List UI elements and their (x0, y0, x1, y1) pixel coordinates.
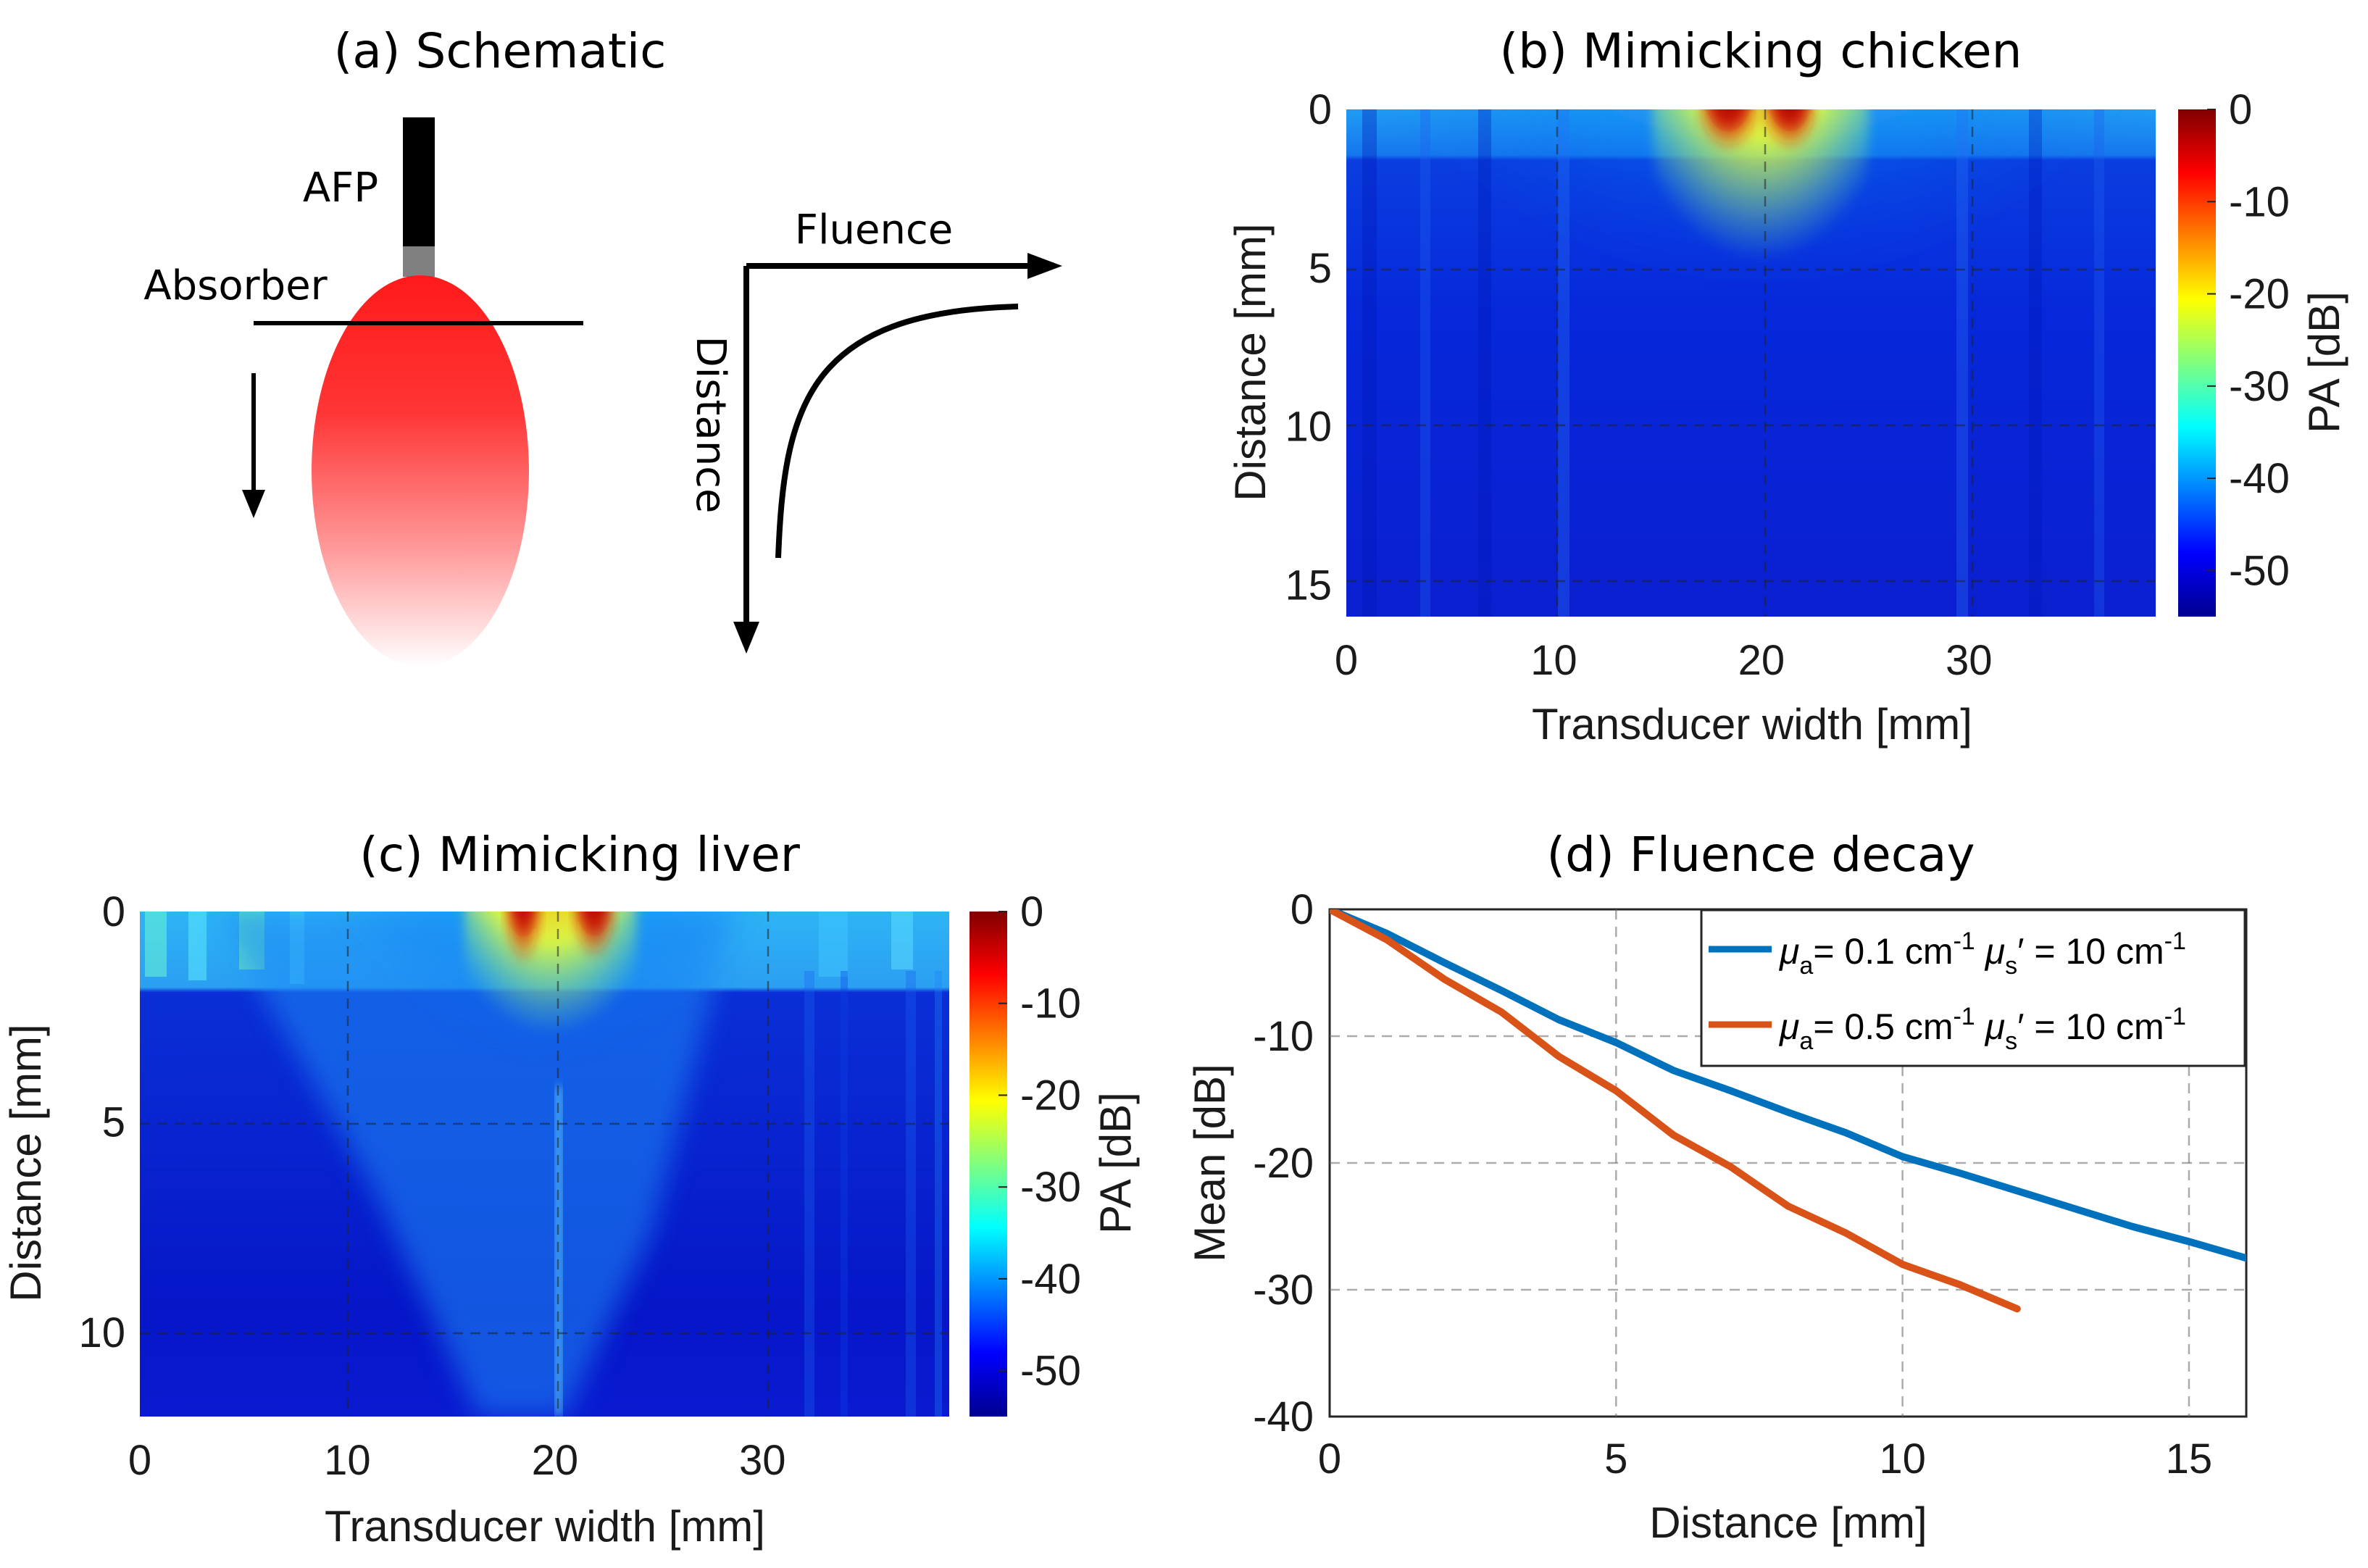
panel-b: (b) Mimicking chicken (1226, 23, 2348, 748)
colorbar-b-ticks: 0 -10 -20 -30 -40 -50 (2207, 86, 2290, 594)
heatmap-b-xtick: 0 (1335, 637, 1358, 684)
colorbar-b (2178, 109, 2216, 617)
heatmap-b-cbtick: -30 (2229, 363, 2290, 410)
heatmap-c-xtick: 30 (739, 1437, 786, 1484)
line-plot-ytick: -10 (1253, 1013, 1314, 1060)
fluence-label: Fluence (795, 207, 953, 254)
heatmap-c-cbtick: -40 (1020, 1256, 1081, 1303)
afp-tip (403, 246, 435, 277)
heatmap-c-xtick: 0 (128, 1437, 151, 1484)
heatmap-c-ytick: 5 (102, 1098, 125, 1146)
heatmap-c-cbtick: -20 (1020, 1072, 1081, 1119)
heatmap-b-ytick: 10 (1285, 404, 1332, 451)
line-plot-ytick: -20 (1253, 1140, 1314, 1187)
legend-1-mus: = 10 cm (2034, 931, 2164, 972)
legend-label-1: μa= 0.1 cm-1 μs′ = 10 cm-1 (1778, 927, 2186, 980)
panel-c-title: (c) Mimicking liver (359, 827, 801, 883)
fluence-arrow-icon (1027, 253, 1062, 279)
legend: μa= 0.1 cm-1 μs′ = 10 cm-1 μa= 0.5 cm-1 μs… (1700, 909, 2246, 1067)
line-plot-series (1330, 909, 2246, 1313)
fluence-curve (775, 304, 1019, 559)
heatmap-c-xtick: 10 (324, 1437, 371, 1484)
heatmap-c-xlabel: Transducer width [mm] (325, 1502, 765, 1551)
panel-c: (c) Mimicking liver (1, 827, 1140, 1551)
heatmap-c-ytick: 0 (102, 888, 125, 935)
heatmap-c-cbtick: -10 (1020, 980, 1081, 1027)
line-plot-ytick: 0 (1291, 886, 1314, 933)
legend-box (1700, 909, 2246, 1067)
legend-1-mua: = 0.1 cm (1813, 931, 1953, 972)
heatmap-c-image (140, 912, 949, 1417)
colorbar-c-label: PA [dB] (1091, 1092, 1140, 1234)
panel-a: (a) Schematic AFP Absorber Fluence Dista… (143, 23, 1062, 667)
heatmap-c-xtick: 20 (532, 1437, 579, 1484)
heatmap-c-cbtick: -30 (1020, 1164, 1081, 1211)
legend-2-mus: = 10 cm (2034, 1006, 2164, 1047)
distance-arrow-icon (733, 622, 759, 654)
heatmap-c-ticks: 0 10 20 30 0 5 10 (78, 888, 785, 1484)
down-arrow-icon (242, 490, 265, 518)
heatmap-b-cbtick: -50 (2229, 547, 2290, 594)
line-plot-ylabel: Mean [dB] (1185, 1064, 1234, 1262)
heatmap-b-cbtick: 0 (2229, 86, 2252, 133)
distance-label: Distance (687, 336, 734, 514)
heatmap-c-cbtick: -50 (1020, 1348, 1081, 1395)
colorbar-c (970, 912, 1007, 1417)
afp-fiber (403, 117, 435, 246)
heatmap-b-ytick: 15 (1285, 562, 1332, 609)
heatmap-b-xtick: 20 (1738, 637, 1785, 684)
panel-a-title: (a) Schematic (334, 23, 667, 79)
line-plot-ticks: 0 5 10 15 0 -10 -20 -30 -40 (1253, 886, 2212, 1482)
heatmap-c-ylabel: Distance [mm] (1, 1024, 50, 1301)
absorber-label: Absorber (143, 262, 328, 309)
line-plot-xlabel: Distance [mm] (1649, 1498, 1927, 1547)
heatmap-b-ytick: 5 (1309, 245, 1332, 292)
panel-d-title: (d) Fluence decay (1546, 827, 1975, 883)
panel-b-title: (b) Mimicking chicken (1500, 23, 2022, 79)
heatmap-b-ylabel: Distance [mm] (1226, 223, 1275, 501)
heatmap-c-ytick: 10 (78, 1309, 125, 1356)
heatmap-b-ticks: 0 10 20 30 0 5 10 15 (1285, 86, 1992, 684)
heatmap-c-cbtick: 0 (1020, 888, 1043, 935)
heatmap-b-cbtick: -10 (2229, 178, 2290, 225)
line-plot-xtick: 15 (2166, 1435, 2213, 1482)
line-plot-ytick: -40 (1253, 1393, 1314, 1440)
line-plot-xtick: 5 (1604, 1435, 1627, 1482)
absorber-blob (312, 275, 529, 667)
line-plot-ytick: -30 (1253, 1267, 1314, 1314)
legend-2-mua: = 0.5 cm (1813, 1006, 1953, 1047)
heatmap-b-xtick: 30 (1946, 637, 1993, 684)
heatmap-b-cbtick: -20 (2229, 271, 2290, 318)
heatmap-b-cbtick: -40 (2229, 455, 2290, 502)
afp-label: AFP (303, 164, 378, 212)
heatmap-b-xtick: 10 (1530, 637, 1577, 684)
heatmap-b-xlabel: Transducer width [mm] (1532, 700, 1972, 748)
series-line-1 (1330, 909, 2246, 1262)
line-plot-xtick: 0 (1318, 1435, 1341, 1482)
line-plot-xtick: 10 (1879, 1435, 1926, 1482)
heatmap-b-ytick: 0 (1309, 86, 1332, 133)
colorbar-b-label: PA [dB] (2300, 291, 2348, 433)
legend-label-2: μa= 0.5 cm-1 μs′ = 10 cm-1 (1778, 1003, 2186, 1055)
series-line-2 (1330, 909, 2021, 1313)
heatmap-b-image (1346, 109, 2156, 617)
panel-d: (d) Fluence decay 0 5 10 15 0 -10 -20 -30 -40 Di… (1185, 827, 2248, 1547)
colorbar-c-ticks: 0 -10 -20 -30 -40 -50 (999, 888, 1081, 1395)
